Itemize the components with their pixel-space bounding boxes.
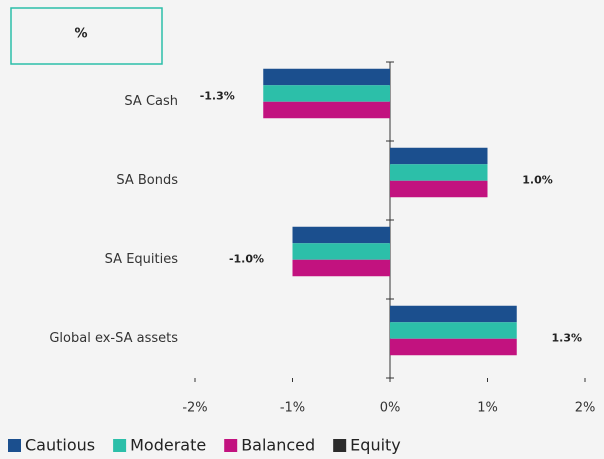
bar: [390, 338, 517, 356]
legend-swatch: [8, 439, 21, 452]
bar: [263, 101, 390, 119]
bar: [292, 259, 390, 277]
y-tick-label: SA Cash: [124, 94, 178, 109]
bar: [292, 226, 390, 244]
x-tick-label: 2%: [575, 401, 596, 416]
y-tick-label: SA Bonds: [116, 173, 178, 188]
y-tick-label: SA Equities: [105, 252, 179, 267]
bar: [390, 322, 517, 339]
value-label: -1.0%: [229, 253, 264, 266]
legend-label: Moderate: [130, 436, 206, 455]
bar: [390, 164, 488, 181]
title-box: [10, 7, 163, 65]
legend-label: Balanced: [241, 436, 315, 455]
legend-swatch: [113, 439, 127, 452]
value-label: 1.0%: [522, 174, 553, 187]
value-label: -1.3%: [200, 90, 235, 103]
legend-swatch: [333, 439, 347, 452]
legend-swatch: [224, 439, 238, 452]
value-label: 1.3%: [551, 332, 582, 345]
bar: [292, 243, 390, 260]
legend-label: Cautious: [25, 436, 95, 455]
bar: [263, 85, 390, 102]
bar: [390, 305, 517, 323]
bar: [263, 68, 390, 86]
x-tick-label: 0%: [380, 401, 401, 416]
bar: [390, 180, 488, 198]
y-tick-label: Global ex-SA assets: [49, 331, 178, 346]
bar: [390, 147, 488, 165]
chart-title: %: [74, 27, 87, 42]
x-tick-label: 1%: [477, 401, 498, 416]
x-tick-label: -2%: [182, 401, 207, 416]
legend-label: Equity: [350, 436, 401, 455]
x-tick-label: -1%: [280, 401, 305, 416]
